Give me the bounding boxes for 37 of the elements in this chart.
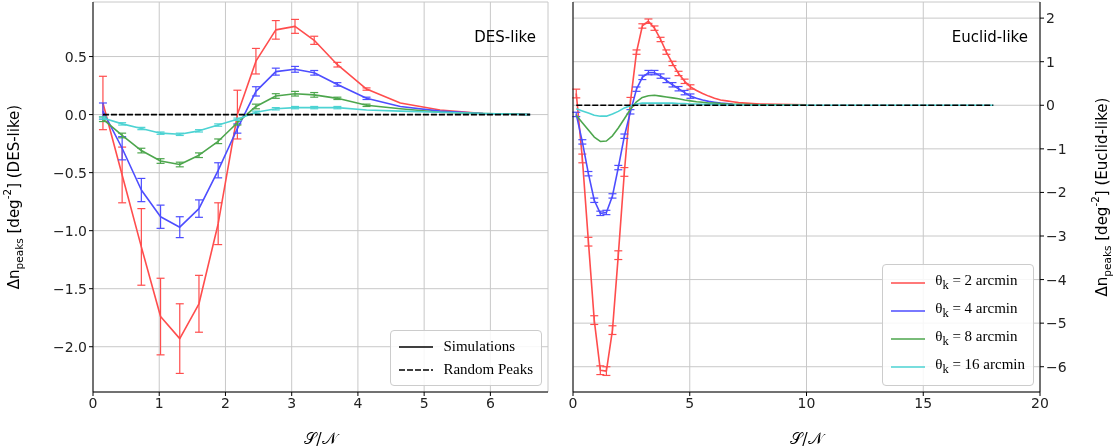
y2-tick-label: 0: [1046, 97, 1055, 114]
x-tick-label: 5: [419, 394, 429, 411]
x-tick-label: 1: [154, 394, 164, 411]
y-tick-label: −1.0: [53, 222, 87, 239]
annotation: Simulations: [443, 337, 516, 356]
legend-label: θ$_{k}$ = 2 arcmin: [935, 271, 1018, 294]
y2-tick-label: −2: [1046, 184, 1067, 201]
legend-label: Random Peaks: [443, 360, 533, 379]
legend-label: θ$_{k}$ = 4 arcmin: [935, 299, 1018, 322]
y2-tick-label: −3: [1046, 227, 1067, 244]
y2-tick-label: −6: [1046, 358, 1067, 375]
annotation: Euclid-like: [951, 28, 1028, 46]
y2-tick-label: −1: [1046, 140, 1067, 157]
legend-label: θ$_{k}$ = 16 arcmin: [935, 355, 1025, 378]
y2-tick-label: −5: [1046, 315, 1067, 332]
x-axis-title: 𝒮/𝒩: [304, 429, 340, 448]
annotation: DES-like: [474, 28, 536, 46]
x-tick-label: 20: [1031, 394, 1049, 411]
y-tick-label: 0.0: [64, 106, 87, 123]
x-tick-label: 5: [685, 394, 695, 411]
y2-tick-label: −4: [1046, 271, 1067, 288]
x-tick-label: 15: [914, 394, 933, 411]
x-tick-label: 10: [797, 394, 816, 411]
y-tick-label: 0.5: [64, 48, 87, 65]
y2-tick-label: 1: [1046, 53, 1055, 70]
y2-tick-label: 2: [1046, 10, 1055, 27]
legend-label: θ$_{k}$ = 8 arcmin: [935, 327, 1018, 350]
x-tick-label: 3: [287, 394, 297, 411]
y-tick-label: −1.5: [53, 280, 87, 297]
x-tick-label: 0: [568, 394, 578, 411]
x-tick-label: 4: [353, 394, 363, 411]
y-tick-label: −0.5: [53, 164, 87, 181]
y-tick-label: −2.0: [53, 338, 87, 355]
x-tick-label: 0: [88, 394, 98, 411]
x-tick-label: 6: [485, 394, 495, 411]
x-tick-label: 2: [221, 394, 230, 411]
x-axis-title: 𝒮/𝒩: [790, 429, 826, 448]
